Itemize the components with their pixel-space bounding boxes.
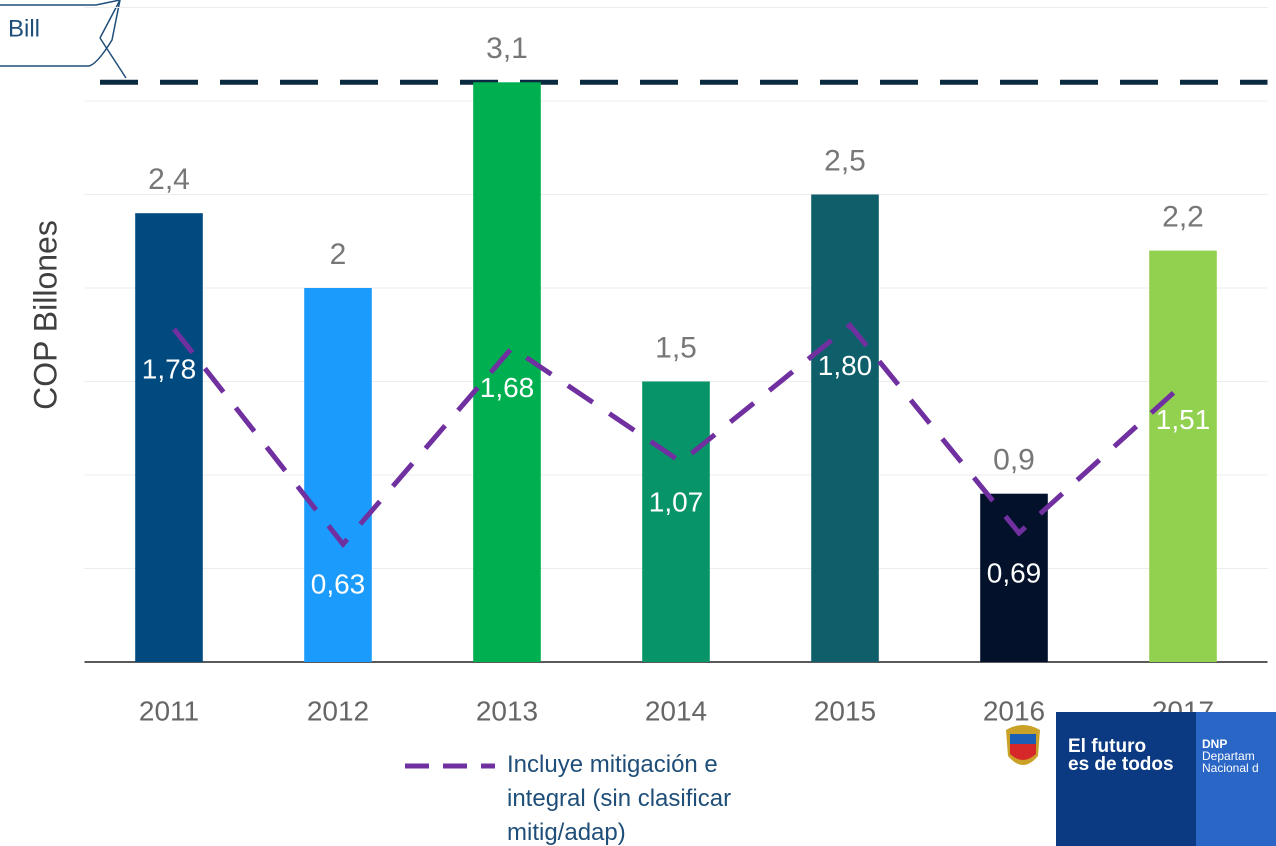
- line-value-label: 0,63: [311, 569, 366, 600]
- bar-value-label: 2,5: [824, 144, 866, 177]
- bar-value-label: 2,4: [148, 163, 190, 196]
- bar-value-label: 2: [330, 238, 347, 271]
- annotation-pointer: [99, 0, 127, 79]
- bar-value-label: 3,1: [486, 32, 528, 65]
- x-tick-label: 2016: [983, 695, 1045, 726]
- bar-value-label: 0,9: [993, 444, 1035, 477]
- logo: El futuro es de todos DNP Departam Nacio…: [992, 712, 1276, 846]
- logo-text: DNP: [1202, 737, 1228, 751]
- x-tick-label: 2011: [139, 695, 199, 726]
- line-value-label: 1,80: [818, 350, 873, 381]
- logo-slogan: El futuro es de todos: [1056, 712, 1196, 846]
- y-axis-label: COP Billones: [27, 220, 63, 410]
- bar: [1149, 250, 1217, 662]
- legend: Incluye mitigación e integral (sin clasi…: [507, 748, 797, 846]
- legend-label: Incluye mitigación e integral (sin clasi…: [507, 751, 732, 846]
- bar: [473, 82, 541, 663]
- bar: [135, 213, 203, 662]
- line-value-label: 0,69: [987, 557, 1042, 588]
- x-tick-label: 2012: [307, 695, 369, 726]
- crest-icon: [1006, 725, 1040, 765]
- logo-agency: DNP Departam Nacional d: [1196, 712, 1276, 846]
- logo-text: Departam: [1202, 749, 1255, 763]
- annotation-box: [0, 0, 121, 67]
- bar: [811, 194, 879, 662]
- annotation: Bill: [8, 15, 40, 42]
- line-value-label: 1,68: [480, 372, 535, 403]
- bar: [642, 381, 710, 662]
- line: [172, 321, 1190, 549]
- logo-text: Nacional d: [1202, 761, 1259, 775]
- line-value-label: 1,78: [142, 354, 197, 385]
- line-value-label: 1,51: [1156, 404, 1211, 435]
- line-value-label: 1,07: [649, 486, 704, 517]
- bar-value-label: 1,5: [655, 331, 697, 364]
- bar-value-label: 2,2: [1162, 201, 1204, 234]
- x-tick-label: 2013: [476, 695, 538, 726]
- x-tick-label: 2015: [814, 695, 876, 726]
- logo-text: es de todos: [1068, 754, 1174, 775]
- bar: [980, 493, 1048, 662]
- bar: [304, 287, 372, 662]
- logo-text: El futuro: [1068, 736, 1147, 757]
- x-tick-label: 2014: [645, 695, 707, 726]
